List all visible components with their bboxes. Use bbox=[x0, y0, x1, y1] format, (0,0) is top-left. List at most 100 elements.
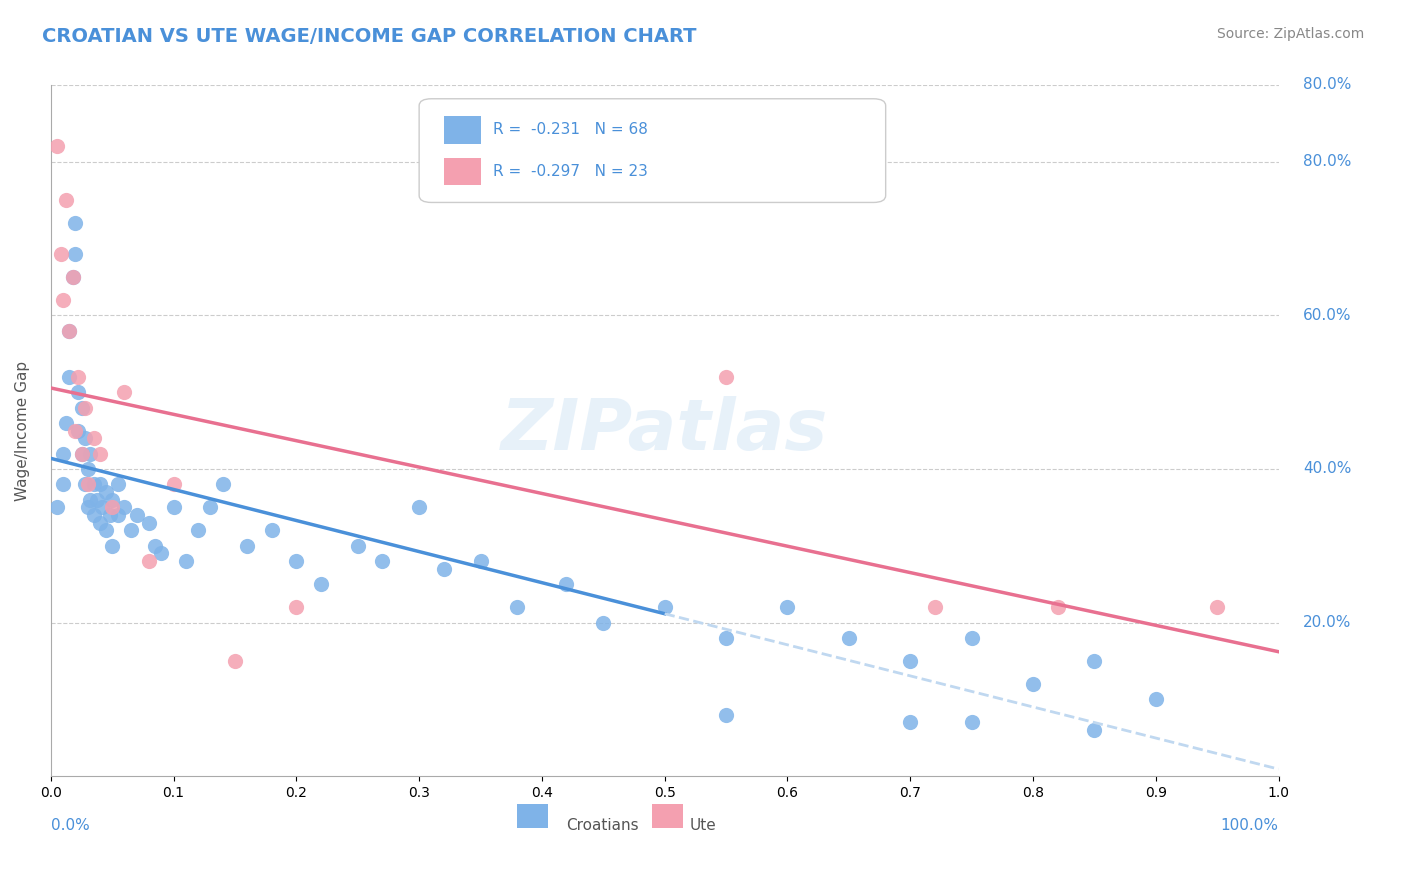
Point bbox=[309, 577, 332, 591]
Point bbox=[960, 631, 983, 645]
Point bbox=[46, 139, 69, 153]
Point bbox=[66, 424, 89, 438]
Point bbox=[101, 539, 124, 553]
FancyBboxPatch shape bbox=[517, 804, 548, 828]
Text: 40.0%: 40.0% bbox=[1303, 461, 1351, 476]
Text: CROATIAN VS UTE WAGE/INCOME GAP CORRELATION CHART: CROATIAN VS UTE WAGE/INCOME GAP CORRELAT… bbox=[42, 27, 697, 45]
Point bbox=[555, 577, 578, 591]
Point bbox=[83, 431, 105, 445]
Point bbox=[162, 477, 184, 491]
Point bbox=[1083, 723, 1105, 738]
Point bbox=[120, 524, 142, 538]
Point bbox=[101, 500, 124, 515]
Point bbox=[107, 477, 129, 491]
Point bbox=[55, 193, 77, 207]
Text: Croatians: Croatians bbox=[567, 818, 640, 832]
Point bbox=[79, 447, 101, 461]
Point bbox=[70, 401, 93, 415]
Text: 60.0%: 60.0% bbox=[1303, 308, 1351, 323]
Point bbox=[65, 216, 87, 230]
Point bbox=[75, 401, 97, 415]
Point bbox=[470, 554, 492, 568]
Point bbox=[46, 500, 69, 515]
FancyBboxPatch shape bbox=[652, 804, 683, 828]
Point bbox=[714, 631, 737, 645]
Point bbox=[94, 524, 117, 538]
Text: 0.0%: 0.0% bbox=[51, 818, 90, 832]
Point bbox=[58, 324, 80, 338]
Point bbox=[75, 431, 97, 445]
Point bbox=[89, 447, 111, 461]
Point bbox=[52, 477, 75, 491]
Point bbox=[62, 269, 84, 284]
Point bbox=[70, 447, 93, 461]
FancyBboxPatch shape bbox=[419, 99, 886, 202]
Point bbox=[433, 562, 456, 576]
FancyBboxPatch shape bbox=[444, 116, 481, 144]
Point bbox=[1046, 600, 1069, 615]
Point bbox=[260, 524, 283, 538]
Text: Ute: Ute bbox=[689, 818, 716, 832]
Point bbox=[125, 508, 148, 522]
Point bbox=[101, 492, 124, 507]
Text: R =  -0.297   N = 23: R = -0.297 N = 23 bbox=[494, 164, 648, 179]
Point bbox=[1022, 677, 1045, 691]
Point bbox=[162, 500, 184, 515]
Point bbox=[76, 462, 98, 476]
Text: 80.0%: 80.0% bbox=[1303, 154, 1351, 169]
Point bbox=[236, 539, 259, 553]
Point bbox=[52, 293, 75, 307]
Point bbox=[62, 269, 84, 284]
Text: 100.0%: 100.0% bbox=[1220, 818, 1278, 832]
Point bbox=[75, 477, 97, 491]
Point bbox=[150, 546, 173, 560]
Point bbox=[98, 508, 121, 522]
Point bbox=[408, 500, 430, 515]
Point bbox=[89, 516, 111, 530]
Point bbox=[346, 539, 368, 553]
Point bbox=[70, 447, 93, 461]
Point bbox=[1083, 654, 1105, 668]
Text: Source: ZipAtlas.com: Source: ZipAtlas.com bbox=[1216, 27, 1364, 41]
Point bbox=[66, 369, 89, 384]
Y-axis label: Wage/Income Gap: Wage/Income Gap bbox=[15, 360, 30, 500]
Point bbox=[114, 385, 136, 400]
Point bbox=[776, 600, 799, 615]
Point bbox=[174, 554, 197, 568]
Point bbox=[94, 485, 117, 500]
Point bbox=[654, 600, 676, 615]
Point bbox=[224, 654, 246, 668]
Point bbox=[76, 477, 98, 491]
Point bbox=[211, 477, 233, 491]
Point bbox=[138, 554, 160, 568]
Point bbox=[65, 247, 87, 261]
Point bbox=[58, 324, 80, 338]
Point bbox=[924, 600, 946, 615]
Point bbox=[55, 416, 77, 430]
Point bbox=[714, 707, 737, 722]
Text: ZIPatlas: ZIPatlas bbox=[501, 396, 828, 465]
Point bbox=[79, 492, 101, 507]
Point bbox=[114, 500, 136, 515]
Point bbox=[1144, 692, 1167, 706]
Point bbox=[285, 600, 308, 615]
Text: 20.0%: 20.0% bbox=[1303, 615, 1351, 630]
Point bbox=[83, 477, 105, 491]
Point bbox=[107, 508, 129, 522]
Point bbox=[200, 500, 222, 515]
Point bbox=[89, 477, 111, 491]
Point bbox=[138, 516, 160, 530]
Point bbox=[960, 715, 983, 730]
Point bbox=[66, 385, 89, 400]
Point bbox=[83, 508, 105, 522]
Point bbox=[91, 500, 114, 515]
Point bbox=[65, 424, 87, 438]
Point bbox=[143, 539, 166, 553]
Point bbox=[285, 554, 308, 568]
Point bbox=[371, 554, 394, 568]
FancyBboxPatch shape bbox=[444, 158, 481, 186]
Text: R =  -0.231   N = 68: R = -0.231 N = 68 bbox=[494, 122, 648, 137]
Point bbox=[187, 524, 209, 538]
Point bbox=[838, 631, 860, 645]
Point bbox=[86, 492, 108, 507]
